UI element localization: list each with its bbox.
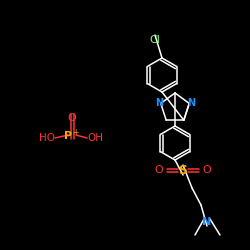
Text: P$\mathsf{^+}$: P$\mathsf{^+}$ bbox=[63, 127, 81, 143]
Text: S: S bbox=[178, 164, 188, 176]
Text: O: O bbox=[68, 113, 76, 123]
Text: N: N bbox=[202, 217, 211, 227]
Text: O: O bbox=[202, 165, 211, 175]
Text: Cl: Cl bbox=[150, 35, 160, 45]
Text: OH: OH bbox=[87, 133, 103, 143]
Text: N: N bbox=[187, 98, 195, 108]
Text: O: O bbox=[154, 165, 164, 175]
Text: N: N bbox=[155, 98, 163, 108]
Text: HO: HO bbox=[39, 133, 55, 143]
